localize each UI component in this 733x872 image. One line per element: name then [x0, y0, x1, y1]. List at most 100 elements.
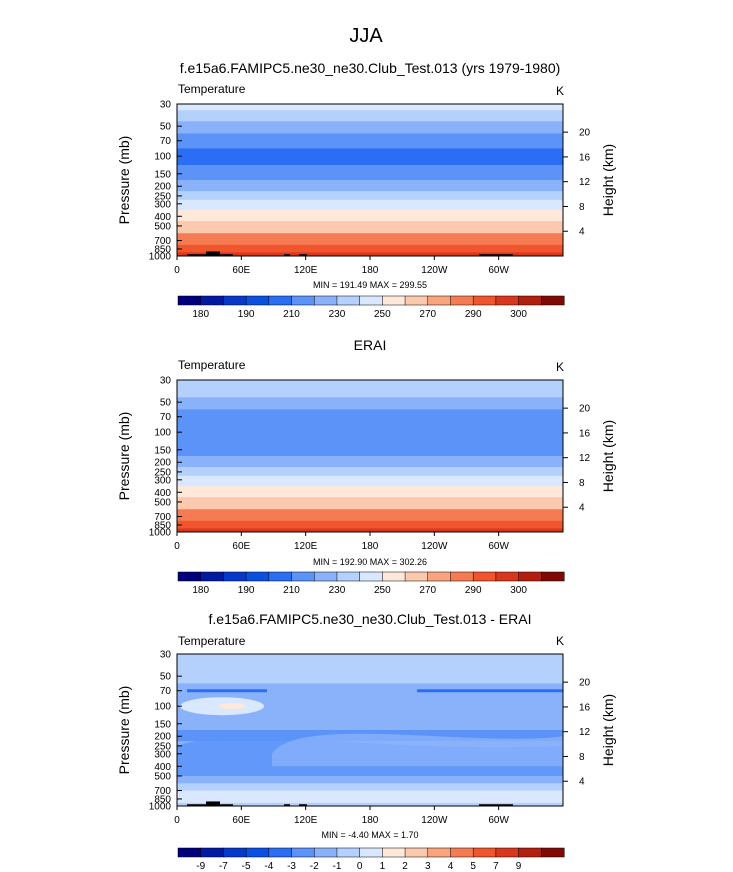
field-band: [177, 683, 563, 699]
y-tick-label: 100: [154, 428, 171, 439]
colorbar-swatch: [177, 847, 202, 858]
y2-tick-label: 4: [579, 503, 585, 514]
colorbar-label: -2: [310, 861, 319, 872]
topography-block: [299, 804, 307, 806]
panel-model-colorbar: 180 190 210 230 250 270 290 300: [177, 295, 565, 320]
colorbar-swatch: [495, 295, 520, 306]
colorbar-label: 210: [283, 585, 300, 596]
y-axis-label: Pressure (mb): [116, 136, 132, 225]
colorbar-label: 250: [374, 309, 391, 320]
y-tick-label: 150: [154, 169, 171, 180]
topography-block: [299, 254, 307, 256]
y-tick-label: 850: [154, 794, 171, 805]
field-band: [177, 191, 563, 201]
panel-model-variable: Temperature: [178, 82, 246, 96]
colorbar-swatch: [382, 847, 406, 858]
colorbar-swatch: [382, 571, 406, 582]
colorbar-swatch: [404, 295, 429, 306]
x-tick-label: 120W: [421, 265, 448, 276]
y2-tick-label: 12: [579, 177, 591, 188]
field-band: [177, 528, 563, 533]
colorbar-swatch: [450, 571, 474, 582]
panel-diff-colorbar: -9 -7 -5 -4 -3 -2 -1 0 1 2 3 4 5 7 9: [177, 847, 565, 872]
colorbar-label: 290: [465, 309, 482, 320]
colorbar-label: 7: [493, 861, 499, 872]
x-tick-label: 180: [362, 541, 379, 552]
y-tick-label: 30: [160, 100, 172, 111]
y-tick-label: 100: [154, 152, 171, 163]
colorbar-swatch: [450, 847, 474, 858]
field-band: [177, 698, 563, 716]
figure-title: JJA: [349, 25, 383, 47]
colorbar-swatch: [518, 295, 542, 306]
colorbar-swatch: [472, 847, 497, 858]
colorbar-swatch: [268, 295, 293, 306]
x-tick-label: 180: [362, 815, 379, 826]
x-tick-label: 120E: [294, 815, 318, 826]
field-band: [177, 164, 563, 181]
y2-tick-label: 20: [579, 128, 591, 139]
x-tick-label: 120E: [294, 265, 318, 276]
y-tick-label: 200: [154, 182, 171, 193]
y2-tick-label: 16: [579, 152, 591, 163]
y-tick-label: 850: [154, 520, 171, 531]
colorbar-swatch: [359, 571, 383, 582]
x-tick-label: 60E: [232, 541, 250, 552]
colorbar-swatch: [359, 295, 383, 306]
warm-anomaly-core: [218, 703, 246, 710]
y2-tick-label: 8: [579, 752, 585, 763]
colorbar-swatch: [427, 571, 452, 582]
colorbar-swatch: [336, 571, 361, 582]
y-tick-label: 30: [160, 376, 172, 387]
colorbar-swatch: [313, 571, 338, 582]
colorbar-swatch: [223, 571, 247, 582]
colorbar-swatch: [336, 847, 361, 858]
field-band: [177, 104, 563, 111]
y-tick-label: 250: [154, 467, 171, 478]
field-band: [177, 409, 563, 425]
colorbar-swatch: [245, 847, 270, 858]
colorbar-swatch: [336, 295, 361, 306]
colorbar-swatch: [200, 847, 224, 858]
panel-diff-units: K: [556, 634, 564, 648]
colorbar-swatch: [223, 847, 247, 858]
field-band: [177, 180, 563, 192]
colorbar-label: 230: [329, 585, 346, 596]
colorbar-label: 180: [192, 309, 209, 320]
y2-tick-label: 12: [579, 727, 591, 738]
y-tick-label: 50: [160, 398, 172, 409]
anomaly-region: [272, 733, 563, 767]
y-tick-label: 1000: [149, 252, 172, 263]
y2-tick-label: 16: [579, 702, 591, 713]
colorbar-swatch: [427, 847, 452, 858]
y-tick-label: 1000: [149, 528, 172, 539]
colorbar-swatch: [427, 295, 452, 306]
colorbar-label: 3: [425, 861, 431, 872]
topography-block: [479, 804, 513, 806]
colorbar-label: 250: [374, 585, 391, 596]
y-tick-label: 850: [154, 244, 171, 255]
x-tick-label: 0: [174, 265, 180, 276]
colorbar-label: 9: [516, 861, 522, 872]
panel-erai-variable: Temperature: [178, 358, 246, 372]
x-tick-label: 60E: [232, 265, 250, 276]
panel-model-units: K: [556, 84, 564, 98]
colorbar-label: 0: [357, 861, 363, 872]
field-band: [177, 244, 563, 253]
y-tick-label: 200: [154, 458, 171, 469]
y-tick-label: 1000: [149, 802, 172, 813]
colorbar-swatch: [177, 571, 202, 582]
panel-erai-stats: MIN = 192.90 MAX = 302.26: [313, 557, 427, 567]
colorbar-swatch: [495, 571, 520, 582]
topography-block: [284, 804, 290, 806]
x-tick-label: 0: [174, 541, 180, 552]
colorbar-swatch: [223, 295, 247, 306]
field-band: [177, 148, 563, 166]
y2-tick-label: 16: [579, 428, 591, 439]
colorbar-swatch: [541, 295, 565, 306]
y-tick-label: 400: [154, 488, 171, 499]
y-tick-label: 50: [160, 122, 172, 133]
topography-block: [206, 251, 220, 256]
field-band: [177, 475, 563, 487]
